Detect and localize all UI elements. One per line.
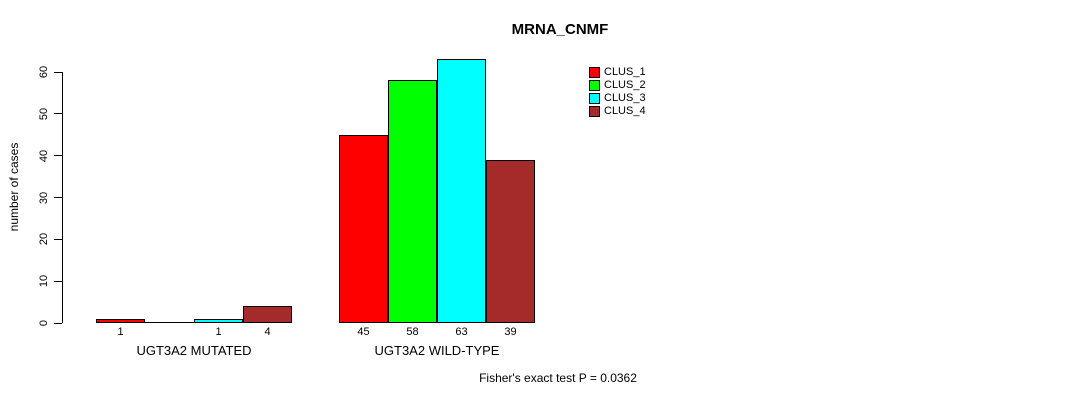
bar-clus_4-group1: [243, 306, 292, 323]
bar-clus_2-group2: [388, 80, 437, 323]
y-axis-tick: [54, 113, 62, 115]
y-axis-tick-label: 30: [38, 191, 50, 204]
bar-clus_3-group2: [437, 59, 486, 323]
y-axis-tick: [54, 197, 62, 198]
legend-swatch-clus_2: [589, 80, 600, 91]
legend-swatch-clus_4: [589, 106, 600, 117]
y-axis-tick-label: 40: [38, 149, 50, 162]
bar-clus_1-group1: [96, 319, 145, 323]
bar-value-label: 1: [117, 326, 124, 338]
legend-swatch-clus_3: [589, 93, 600, 104]
bar-clus_4-group2: [486, 160, 535, 323]
y-axis-tick: [54, 280, 62, 282]
y-axis-line: [62, 72, 63, 323]
y-axis-tick-label: 50: [38, 107, 50, 120]
legend-item: CLUS_3: [589, 92, 646, 105]
bar-value-label: 58: [406, 326, 419, 338]
x-axis-category-label: UGT3A2 WILD-TYPE: [374, 343, 500, 358]
bar-value-label: 45: [357, 326, 370, 338]
bar-value-label: 63: [455, 326, 468, 338]
bar-value-label: 39: [504, 326, 517, 338]
y-axis-tick-label: 10: [38, 275, 50, 288]
bar-clus_1-group2: [339, 135, 388, 323]
legend-label: CLUS_4: [604, 105, 646, 117]
chart-title: MRNA_CNMF: [511, 21, 609, 38]
y-axis-tick: [54, 322, 62, 324]
legend-label: CLUS_1: [604, 66, 646, 78]
y-axis-tick: [54, 71, 62, 73]
legend-swatch-clus_1: [589, 67, 600, 78]
legend-label: CLUS_3: [604, 92, 646, 104]
bar-clus_2-group1: [145, 322, 194, 323]
y-axis-tick-label: 20: [38, 233, 50, 246]
fisher-test-annotation: Fisher's exact test P = 0.0362: [479, 371, 637, 385]
legend: CLUS_1 CLUS_2 CLUS_3 CLUS_4: [589, 66, 646, 118]
y-axis-tick: [54, 155, 62, 157]
bar-value-label: 4: [264, 326, 271, 338]
bar-clus_3-group1: [194, 319, 243, 323]
y-axis-tick: [54, 238, 62, 240]
legend-item: CLUS_4: [589, 105, 646, 118]
y-axis-tick-label: 60: [38, 65, 50, 79]
y-axis-label: number of cases: [7, 142, 21, 232]
legend-item: CLUS_1: [589, 66, 646, 79]
bar-value-label: 1: [215, 326, 222, 338]
legend-label: CLUS_2: [604, 79, 646, 91]
x-axis-category-label: UGT3A2 MUTATED: [136, 343, 252, 358]
legend-item: CLUS_2: [589, 79, 646, 92]
y-axis-tick-label: 0: [38, 319, 50, 327]
